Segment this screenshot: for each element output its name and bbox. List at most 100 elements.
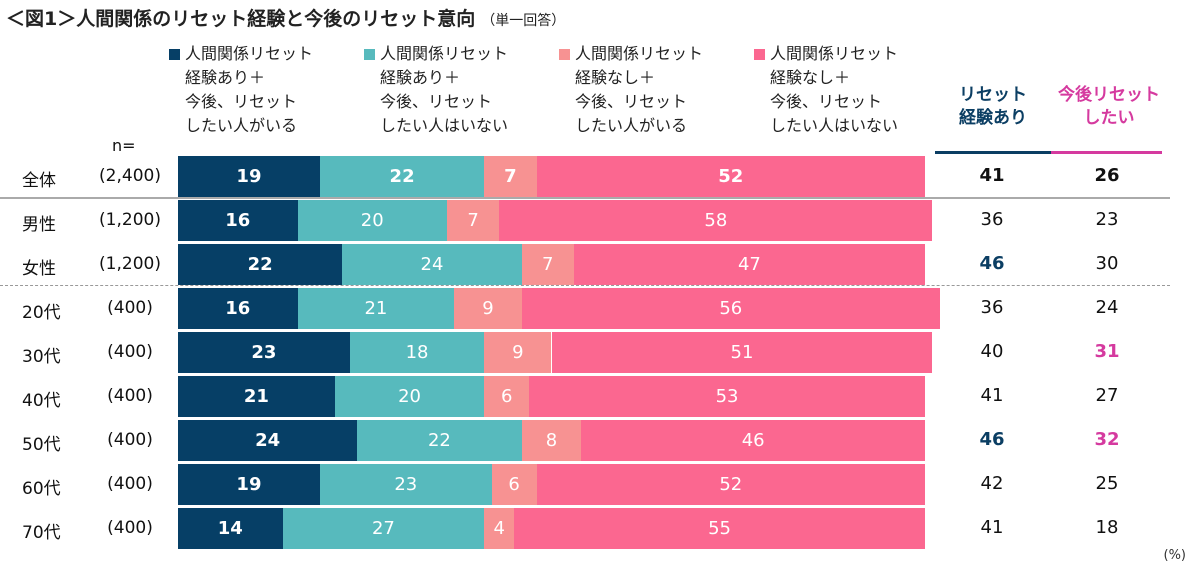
bar-segment: 56	[521, 288, 940, 329]
legend-text-line: 経験あり＋	[380, 68, 461, 87]
legend-text-line: 人間関係リセット	[770, 44, 899, 63]
legend-text-line: 今後、リセット	[185, 92, 298, 111]
row-label: 女性	[22, 259, 56, 279]
row-label: 男性	[22, 215, 56, 235]
row-5: 40代 (400) 21 20 6 53 41 27	[0, 376, 1200, 417]
bar-segment: 21	[178, 376, 335, 417]
legend-text-line: 経験なし＋	[770, 68, 851, 87]
right-header: リセット 経験あり	[935, 84, 1051, 130]
legend-swatch	[364, 49, 375, 60]
bar-segment: 7	[484, 156, 537, 197]
bar-segment: 7	[521, 244, 574, 285]
bar-segment: 58	[499, 200, 933, 241]
row-label: 70代	[22, 523, 61, 543]
row-n: (1,200)	[99, 210, 161, 230]
bar-segment: 51	[551, 332, 933, 373]
title-text: ＜図1＞人間関係のリセット経験と今後のリセット意向	[6, 8, 476, 30]
bar-segment: 16	[178, 200, 298, 241]
bar-segment: 53	[529, 376, 925, 417]
bar-segment: 22	[178, 244, 343, 285]
bar-segment: 4	[484, 508, 515, 549]
bar-segment: 22	[319, 156, 485, 197]
right-header-line: したい	[1083, 108, 1135, 128]
row-label: 20代	[22, 303, 61, 323]
row-n: (400)	[107, 518, 153, 538]
want-reset-value: 26	[1094, 165, 1120, 186]
bar-segment: 18	[349, 332, 485, 373]
row-n: (1,200)	[99, 254, 161, 274]
legend-text-line: したい人はいない	[380, 116, 509, 135]
legend-text-line: 経験なし＋	[575, 68, 656, 87]
bar-segment: 8	[521, 420, 582, 461]
bar-segment: 6	[491, 464, 537, 505]
bar-segment: 20	[297, 200, 447, 241]
bar-segment: 24	[342, 244, 522, 285]
row-label: 50代	[22, 435, 61, 455]
want-reset-value: 32	[1094, 429, 1120, 450]
subtitle-text: （単一回答）	[481, 13, 566, 29]
reset-experience-value: 42	[980, 473, 1004, 494]
bar-segment: 55	[514, 508, 925, 549]
bar-segment: 22	[357, 420, 522, 461]
bar-segment: 52	[536, 464, 925, 505]
bar-segment: 6	[484, 376, 530, 417]
total-divider	[0, 197, 1170, 199]
legend-swatch	[559, 49, 570, 60]
bar-segment: 16	[178, 288, 298, 329]
legend-text-line: したい人がいる	[575, 116, 688, 135]
row-4: 30代 (400) 23 18 9 51 40 31	[0, 332, 1200, 373]
bar-segment: 46	[581, 420, 925, 461]
row-3: 20代 (400) 16 21 9 56 36 24	[0, 288, 1200, 329]
bar-segment: 7	[446, 200, 500, 241]
reset-experience-value: 46	[979, 253, 1005, 274]
row-n: (400)	[107, 386, 153, 406]
n-label: n=	[112, 136, 136, 155]
bar-segment: 27	[282, 508, 485, 549]
row-label: 60代	[22, 479, 61, 499]
reset-experience-value: 40	[980, 341, 1004, 362]
chart-title: ＜図1＞人間関係のリセット経験と今後のリセット意向 （単一回答）	[6, 4, 565, 31]
legend-text-line: 人間関係リセット	[380, 44, 509, 63]
row-n: (2,400)	[99, 166, 161, 186]
unit-label: (%)	[1163, 548, 1187, 563]
row-n: (400)	[107, 298, 153, 318]
bar-segment: 47	[573, 244, 925, 285]
row-label: 全体	[22, 171, 56, 191]
right-header-line: 経験あり	[959, 108, 1027, 128]
reset-experience-value: 41	[979, 165, 1005, 186]
want-reset-value: 27	[1095, 385, 1119, 406]
legend-text-line: 今後、リセット	[575, 92, 688, 111]
row-1: 男性 (1,200) 16 20 7 58 36 23	[0, 200, 1200, 241]
bar-segment: 24	[178, 420, 358, 461]
right-header-underline	[935, 151, 1051, 154]
row-2: 女性 (1,200) 22 24 7 47 46 30	[0, 244, 1200, 285]
legend-item: 人間関係リセット 経験あり＋ 今後、リセット したい人がいる	[169, 42, 313, 138]
legend-text-line: 人間関係リセット	[575, 44, 704, 63]
bar-segment: 14	[178, 508, 283, 549]
legend-item: 人間関係リセット 経験なし＋ 今後、リセット したい人はいない	[754, 42, 899, 138]
want-reset-value: 18	[1095, 517, 1119, 538]
bar-segment: 9	[454, 288, 522, 329]
row-n: (400)	[107, 342, 153, 362]
group-divider	[0, 285, 1170, 286]
bar-segment: 9	[484, 332, 552, 373]
row-n: (400)	[107, 474, 153, 494]
legend-text-line: 経験あり＋	[185, 68, 266, 87]
want-reset-value: 31	[1094, 341, 1120, 362]
row-label: 30代	[22, 347, 61, 367]
row-7: 60代 (400) 19 23 6 52 42 25	[0, 464, 1200, 505]
reset-experience-value: 36	[980, 209, 1004, 230]
legend-item: 人間関係リセット 経験なし＋ 今後、リセット したい人がいる	[559, 42, 704, 138]
legend-swatch	[754, 49, 765, 60]
reset-experience-value: 41	[980, 517, 1004, 538]
row-6: 50代 (400) 24 22 8 46 46 32	[0, 420, 1200, 461]
bar-segment: 20	[334, 376, 485, 417]
legend-text-line: したい人がいる	[185, 116, 298, 135]
right-header-line: リセット	[959, 85, 1027, 105]
want-reset-value: 25	[1095, 473, 1119, 494]
legend-item: 人間関係リセット 経験あり＋ 今後、リセット したい人はいない	[364, 42, 509, 138]
right-header-line: 今後リセット	[1058, 85, 1160, 105]
bar-segment: 21	[297, 288, 455, 329]
reset-experience-value: 41	[980, 385, 1004, 406]
